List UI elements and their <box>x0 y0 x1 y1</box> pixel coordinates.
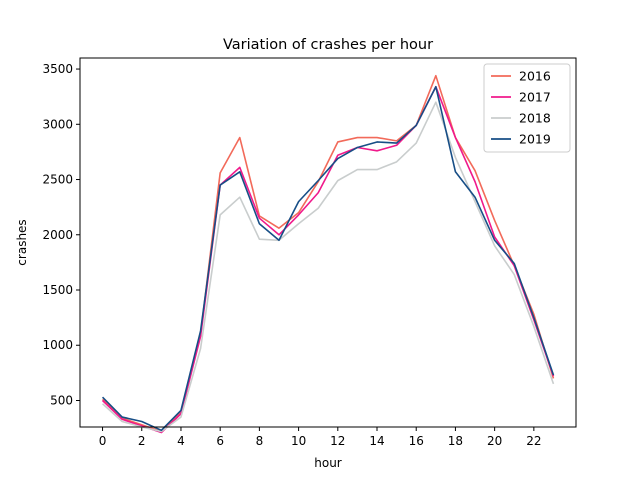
x-tick-label: 12 <box>330 434 345 448</box>
series-line-2018 <box>102 101 555 433</box>
legend-entry: 2016 <box>519 69 551 84</box>
x-tick-label: 2 <box>138 434 146 448</box>
plot-frame <box>79 57 577 428</box>
chart-title: Variation of crashes per hour <box>223 37 433 53</box>
y-tick-label: 2500 <box>42 173 73 187</box>
x-tick-label: 8 <box>256 434 264 448</box>
x-tick-label: 6 <box>216 434 224 448</box>
legend-entry: 2017 <box>519 90 551 105</box>
y-axis-label: crashes <box>15 219 29 265</box>
y-tick-label: 2000 <box>42 228 73 242</box>
x-tick-label: 18 <box>448 434 463 448</box>
y-tick-label: 1000 <box>42 338 73 352</box>
x-tick-label: 22 <box>526 434 541 448</box>
x-tick-label: 0 <box>99 434 107 448</box>
y-tick-label: 500 <box>50 393 73 407</box>
series-line-2017 <box>101 85 555 434</box>
x-tick-label: 16 <box>409 434 424 448</box>
y-tick-label: 3500 <box>42 62 73 76</box>
x-tick-label: 10 <box>291 434 306 448</box>
legend-entry: 2019 <box>519 132 551 147</box>
y-tick-label: 3000 <box>42 117 73 131</box>
x-axis-label: hour <box>314 456 342 470</box>
x-tick-label: 4 <box>177 434 185 448</box>
y-tick-label: 1500 <box>42 283 73 297</box>
x-tick-label: 14 <box>369 434 384 448</box>
legend-entry: 2018 <box>519 111 551 126</box>
legend-box <box>483 63 571 153</box>
legend: 2016 2017 2018 2019 <box>483 63 571 153</box>
x-tick-label: 20 <box>487 434 502 448</box>
series-line-2019 <box>101 85 555 432</box>
